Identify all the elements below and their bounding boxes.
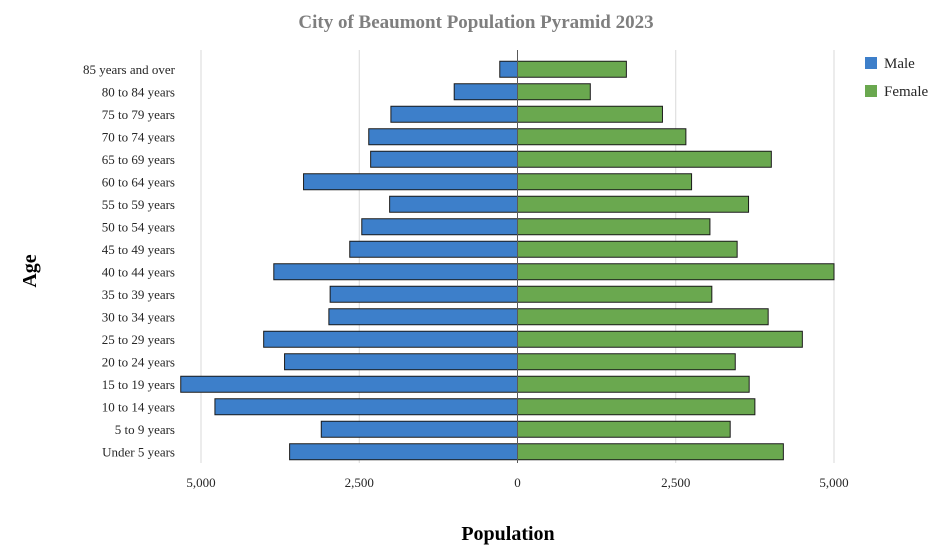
male-bar <box>390 105 518 123</box>
female-bar <box>517 195 750 213</box>
male-bar <box>303 173 518 191</box>
male-bar <box>499 60 518 78</box>
female-bar <box>517 83 591 101</box>
category-label: 60 to 64 years <box>102 174 175 189</box>
female-bar <box>517 308 769 326</box>
female-bar <box>517 240 738 258</box>
category-label: 85 years and over <box>83 62 176 77</box>
female-bar <box>517 105 663 123</box>
male-bar <box>370 150 519 168</box>
x-tick-label: 5,000 <box>819 475 848 490</box>
male-bar <box>349 240 518 258</box>
male-bar <box>361 218 519 236</box>
male-bar <box>180 375 519 393</box>
category-labels: Under 5 years 5 to 9 years 10 to 14 years 1… <box>83 62 176 460</box>
category-label: 45 to 49 years <box>102 242 175 257</box>
x-tick-label: 0 <box>514 475 521 490</box>
category-label: 40 to 44 years <box>102 264 175 279</box>
male-bar <box>453 83 519 101</box>
female-bar <box>517 285 713 303</box>
male-bar <box>289 443 518 461</box>
male-legend-label: Male <box>884 56 915 72</box>
category-label: 70 to 74 years <box>102 129 175 144</box>
male-bar <box>320 420 518 438</box>
female-bar <box>517 443 784 461</box>
female-bar <box>517 218 711 236</box>
male-bar <box>214 398 518 416</box>
category-label: 15 to 19 years <box>102 377 175 392</box>
female-legend-swatch <box>865 85 877 97</box>
male-bar <box>284 353 518 371</box>
male-legend-swatch <box>865 57 877 69</box>
male-bar <box>328 308 518 326</box>
category-label: 30 to 34 years <box>102 309 175 324</box>
category-label: 50 to 54 years <box>102 219 175 234</box>
category-label: 20 to 24 years <box>102 354 175 369</box>
female-bar <box>517 263 835 281</box>
legend: Male Female <box>865 56 928 100</box>
female-legend-label: Female <box>884 84 928 100</box>
category-label: 65 to 69 years <box>102 152 175 167</box>
female-bar <box>517 375 750 393</box>
female-bar <box>517 60 627 78</box>
bars <box>180 60 835 461</box>
x-tick-labels: 5,000 2,500 0 2,500 5,000 <box>186 475 848 490</box>
category-label: Under 5 years <box>102 444 175 459</box>
female-bar <box>517 398 756 416</box>
male-bar <box>273 263 519 281</box>
x-tick-label: 5,000 <box>186 475 215 490</box>
female-bar <box>517 420 731 438</box>
female-bar <box>517 353 736 371</box>
category-label: 10 to 14 years <box>102 399 175 414</box>
category-label: 55 to 59 years <box>102 197 175 212</box>
x-tick-label: 2,500 <box>345 475 374 490</box>
y-axis-title: Age <box>19 254 41 287</box>
male-bar <box>329 285 518 303</box>
x-axis-title: Population <box>461 523 554 545</box>
male-bar <box>389 195 518 213</box>
category-label: 75 to 79 years <box>102 107 175 122</box>
category-label: 25 to 29 years <box>102 332 175 347</box>
chart-title: City of Beaumont Population Pyramid 2023 <box>298 12 653 33</box>
male-bar <box>263 330 518 348</box>
category-label: 80 to 84 years <box>102 84 175 99</box>
male-bar <box>368 128 518 146</box>
category-label: 5 to 9 years <box>115 422 175 437</box>
female-bar <box>517 330 803 348</box>
category-label: 35 to 39 years <box>102 287 175 302</box>
female-bar <box>517 128 687 146</box>
x-tick-label: 2,500 <box>661 475 690 490</box>
female-bar <box>517 173 693 191</box>
female-bar <box>517 150 772 168</box>
